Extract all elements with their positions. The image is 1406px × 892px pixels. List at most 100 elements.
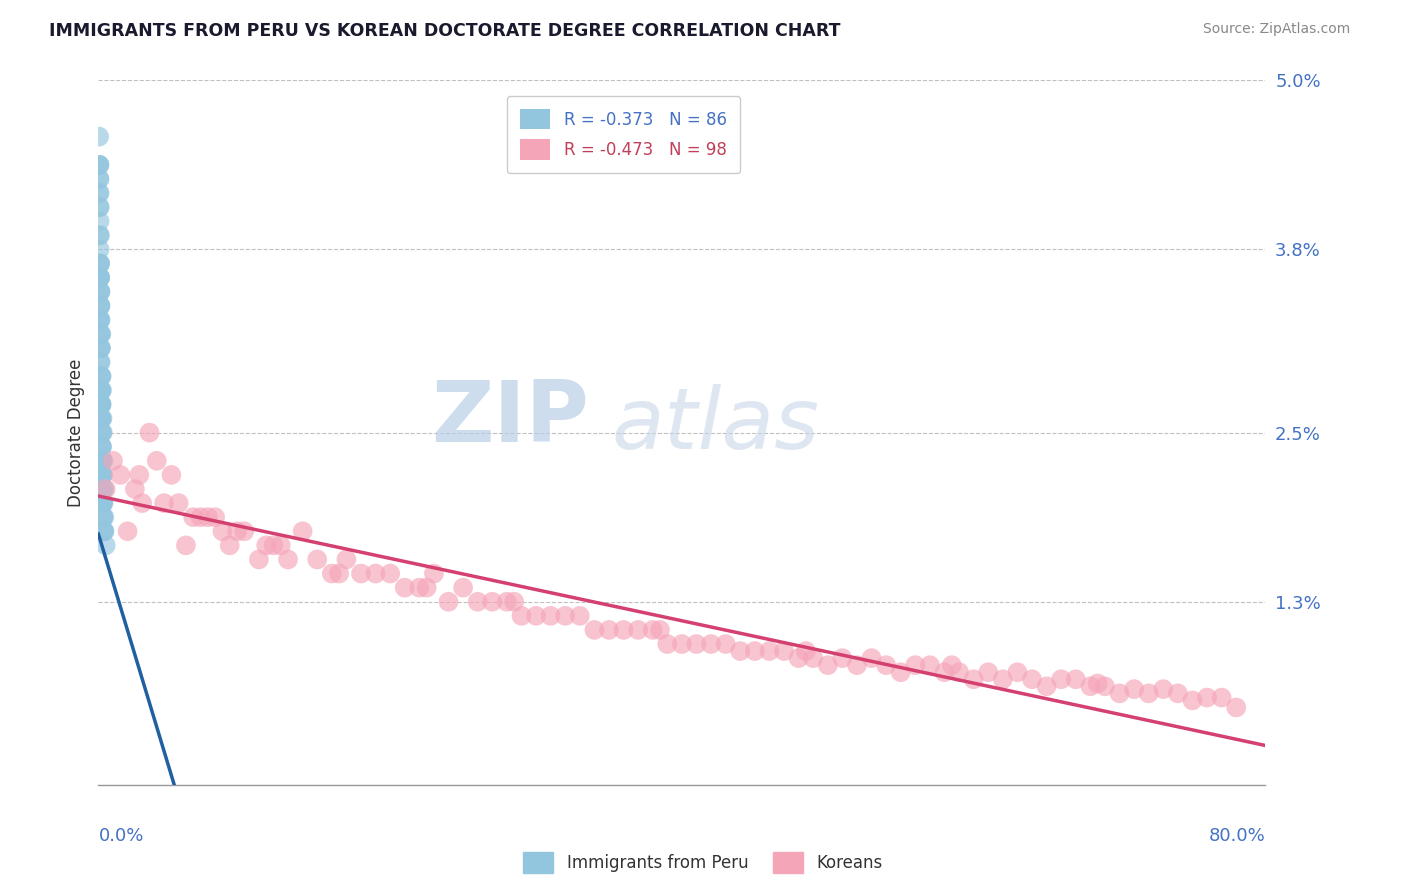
- Point: [860, 651, 883, 665]
- Point: [90, 440, 112, 454]
- Point: [540, 608, 562, 623]
- Point: [1050, 673, 1073, 687]
- Point: [167, 496, 190, 510]
- Point: [291, 524, 314, 539]
- Point: [218, 538, 240, 552]
- Point: [89, 299, 111, 313]
- Point: [1197, 690, 1219, 705]
- Point: [90, 313, 112, 327]
- Text: atlas: atlas: [612, 384, 820, 467]
- Point: [1167, 686, 1189, 700]
- Point: [94, 538, 117, 552]
- Point: [91, 510, 114, 524]
- Point: [90, 384, 112, 398]
- Point: [89, 158, 111, 172]
- Point: [991, 673, 1014, 687]
- Point: [89, 228, 111, 243]
- Point: [773, 644, 796, 658]
- Point: [91, 454, 114, 468]
- Point: [90, 341, 112, 355]
- Point: [598, 623, 620, 637]
- Point: [90, 369, 112, 384]
- Text: ZIP: ZIP: [430, 377, 589, 460]
- Point: [93, 482, 115, 496]
- Point: [91, 482, 114, 496]
- Point: [146, 454, 169, 468]
- Point: [890, 665, 912, 680]
- Point: [90, 326, 112, 341]
- Point: [93, 454, 115, 468]
- Point: [93, 524, 115, 539]
- Point: [89, 243, 111, 257]
- Point: [91, 425, 114, 440]
- Point: [277, 552, 299, 566]
- Point: [831, 651, 853, 665]
- Point: [467, 595, 489, 609]
- Legend: R = -0.373   N = 86, R = -0.473   N = 98: R = -0.373 N = 86, R = -0.473 N = 98: [508, 95, 740, 173]
- Point: [128, 467, 150, 482]
- Point: [89, 285, 111, 299]
- Point: [613, 623, 636, 637]
- Point: [554, 608, 576, 623]
- Point: [90, 397, 112, 411]
- Point: [117, 524, 139, 539]
- Point: [1152, 682, 1174, 697]
- Point: [962, 673, 984, 687]
- Point: [91, 384, 114, 398]
- Point: [794, 644, 817, 658]
- Point: [1123, 682, 1146, 697]
- Point: [89, 228, 111, 243]
- Point: [89, 313, 111, 327]
- Point: [254, 538, 277, 552]
- Point: [160, 467, 183, 482]
- Point: [510, 608, 533, 623]
- Point: [90, 397, 112, 411]
- Point: [90, 411, 112, 425]
- Y-axis label: Doctorate Degree: Doctorate Degree: [66, 359, 84, 507]
- Point: [1064, 673, 1087, 687]
- Point: [671, 637, 693, 651]
- Point: [91, 454, 114, 468]
- Point: [197, 510, 219, 524]
- Point: [394, 581, 416, 595]
- Point: [89, 270, 111, 285]
- Point: [91, 496, 114, 510]
- Point: [181, 510, 204, 524]
- Point: [89, 285, 111, 299]
- Point: [1225, 700, 1247, 714]
- Point: [875, 658, 897, 673]
- Point: [583, 623, 606, 637]
- Point: [90, 384, 112, 398]
- Point: [89, 186, 111, 200]
- Point: [481, 595, 503, 609]
- Point: [91, 467, 114, 482]
- Point: [110, 467, 132, 482]
- Text: 80.0%: 80.0%: [1209, 827, 1265, 846]
- Point: [124, 482, 146, 496]
- Point: [846, 658, 869, 673]
- Point: [91, 496, 114, 510]
- Point: [91, 454, 114, 468]
- Point: [641, 623, 664, 637]
- Point: [801, 651, 824, 665]
- Point: [89, 158, 111, 172]
- Point: [380, 566, 402, 581]
- Point: [89, 172, 111, 186]
- Point: [90, 397, 112, 411]
- Text: IMMIGRANTS FROM PERU VS KOREAN DOCTORATE DEGREE CORRELATION CHART: IMMIGRANTS FROM PERU VS KOREAN DOCTORATE…: [49, 22, 841, 40]
- Point: [138, 425, 160, 440]
- Point: [90, 299, 112, 313]
- Point: [174, 538, 197, 552]
- Point: [93, 482, 115, 496]
- Point: [700, 637, 723, 651]
- Point: [226, 524, 249, 539]
- Point: [934, 665, 956, 680]
- Point: [90, 384, 112, 398]
- Point: [91, 440, 114, 454]
- Point: [1181, 693, 1204, 707]
- Point: [758, 644, 780, 658]
- Point: [90, 397, 112, 411]
- Point: [90, 355, 112, 369]
- Point: [91, 467, 114, 482]
- Point: [1108, 686, 1130, 700]
